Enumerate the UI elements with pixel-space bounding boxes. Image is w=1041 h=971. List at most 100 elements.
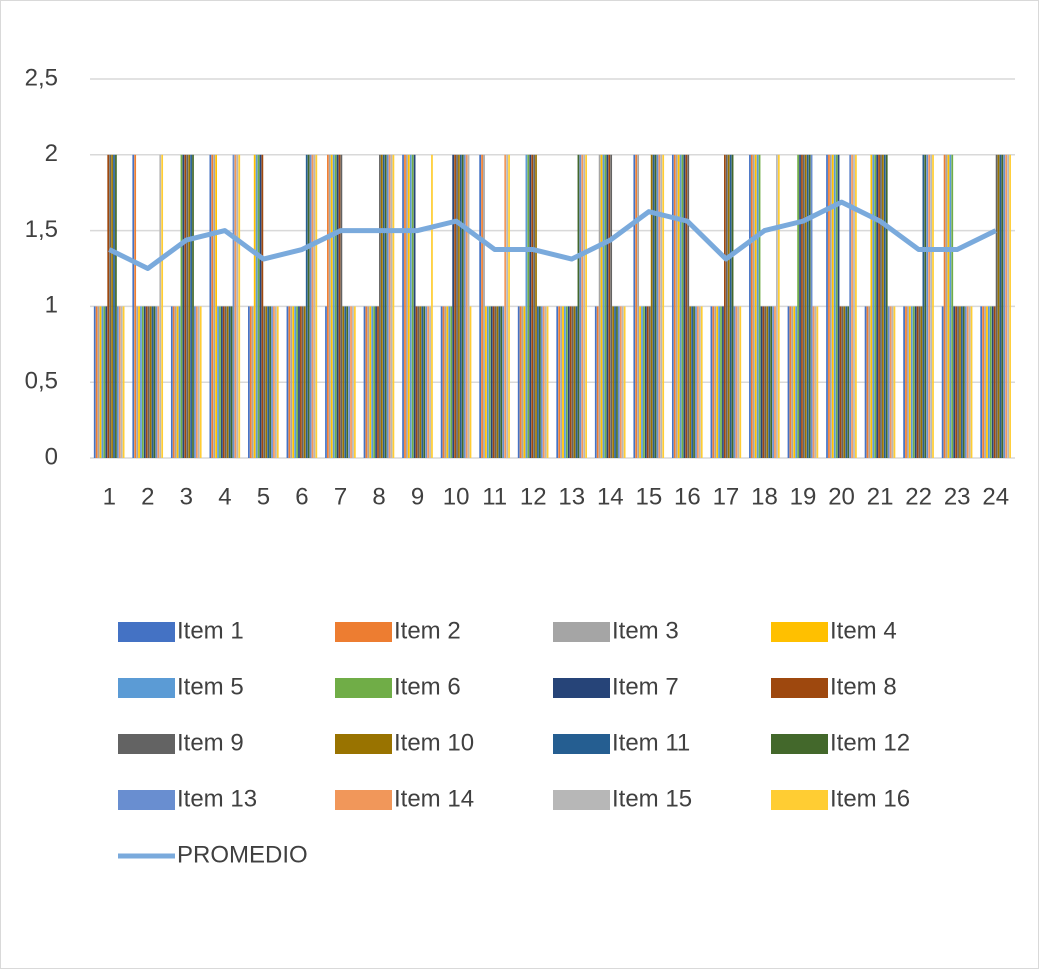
bar	[392, 154, 395, 459]
bar	[425, 306, 428, 458]
bar	[232, 154, 235, 459]
bar	[814, 306, 817, 458]
bar	[986, 306, 988, 458]
bar	[777, 154, 780, 459]
bar	[806, 154, 809, 459]
bar	[573, 306, 576, 458]
bar	[787, 306, 790, 458]
bar	[190, 154, 192, 459]
bar	[598, 154, 601, 459]
bar	[502, 306, 505, 458]
bar	[660, 154, 663, 459]
bar	[874, 154, 877, 459]
bar	[793, 306, 796, 458]
bar	[772, 306, 774, 458]
bar	[517, 306, 520, 458]
bar	[575, 306, 578, 458]
bar	[95, 306, 98, 458]
bar	[485, 306, 487, 458]
bar	[506, 154, 508, 459]
bar	[920, 306, 923, 458]
bar	[585, 154, 587, 459]
bar	[826, 154, 828, 459]
bar	[654, 154, 657, 459]
bar	[764, 306, 767, 458]
bar	[427, 306, 429, 458]
x-tick-label: 8	[372, 483, 385, 510]
bar	[868, 306, 871, 458]
bar	[373, 306, 376, 458]
legend-label: Item 6	[394, 673, 461, 700]
bar	[941, 306, 944, 458]
legend-label: Item 7	[612, 673, 679, 700]
bar	[301, 306, 304, 458]
bar	[147, 306, 150, 458]
legend-label: Item 14	[394, 785, 474, 812]
bar	[463, 154, 466, 459]
bar	[995, 154, 998, 459]
bar	[803, 154, 805, 459]
bar	[182, 154, 185, 459]
bar	[997, 154, 1000, 459]
bar	[161, 154, 164, 459]
bar	[481, 154, 483, 459]
bar	[413, 154, 416, 459]
bar	[579, 154, 582, 459]
bar	[490, 306, 493, 458]
bar	[835, 154, 838, 459]
bar	[228, 306, 231, 458]
bar	[313, 154, 316, 459]
bar	[419, 306, 422, 458]
bar	[623, 306, 626, 458]
bar	[411, 154, 414, 459]
bar	[209, 154, 212, 459]
bar	[363, 306, 366, 458]
x-tick-label: 16	[674, 483, 701, 510]
bar	[309, 154, 312, 459]
bar	[849, 154, 852, 459]
bar	[924, 154, 927, 459]
bar	[380, 154, 383, 459]
x-tick-label: 19	[790, 483, 817, 510]
bar	[671, 154, 674, 459]
bar	[300, 306, 302, 458]
bar	[864, 306, 867, 458]
bar	[440, 306, 443, 458]
bar	[652, 154, 655, 459]
bar	[488, 306, 491, 458]
bar	[641, 306, 643, 458]
legend-swatch	[553, 622, 610, 642]
bar	[442, 306, 445, 458]
bar	[217, 306, 219, 458]
x-tick-label: 24	[982, 483, 1009, 510]
legend-label: Item 12	[830, 729, 910, 756]
bar	[949, 154, 952, 459]
bar	[716, 306, 719, 458]
bar	[238, 154, 241, 459]
bar	[251, 306, 254, 458]
bar	[943, 154, 946, 459]
bar	[855, 154, 857, 459]
legend-swatch	[335, 734, 392, 754]
bar	[143, 306, 146, 458]
bar	[754, 154, 757, 459]
x-tick-label: 17	[713, 483, 740, 510]
legend-label: Item 4	[830, 617, 897, 644]
bar	[739, 306, 742, 458]
bar	[379, 154, 381, 459]
bar	[945, 154, 948, 459]
bar	[1007, 154, 1010, 459]
bar	[377, 306, 379, 458]
bar	[234, 154, 237, 459]
bar	[693, 306, 695, 458]
bar	[760, 306, 763, 458]
bar	[456, 154, 458, 459]
bar	[731, 154, 734, 459]
x-tick-label: 9	[411, 483, 424, 510]
bar	[180, 154, 183, 459]
legend-label: Item 3	[612, 617, 679, 644]
legend-label: Item 9	[177, 729, 244, 756]
bar	[535, 154, 537, 459]
bar	[101, 306, 104, 458]
